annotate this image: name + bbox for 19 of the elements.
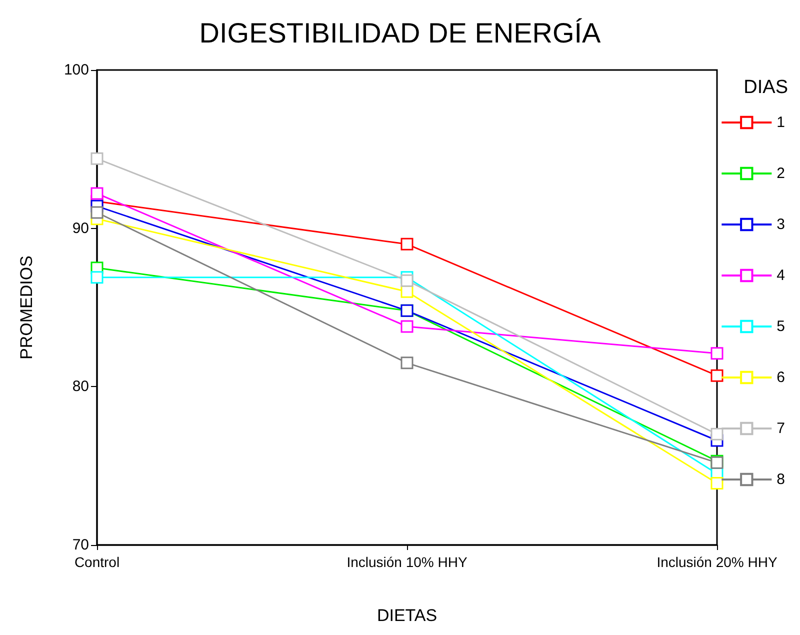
y-axis-title: PROMEDIOS [17,256,36,360]
y-tick-label: 100 [64,62,89,78]
legend-label: 1 [776,114,785,131]
legend-label: 6 [776,369,785,386]
y-tick-label: 80 [72,378,89,396]
legend-label: 2 [776,165,785,182]
x-axis-title: DIETAS [376,606,438,625]
legend-label: 7 [776,420,785,437]
legend-title: DIAS [744,77,788,98]
legend-label: 5 [776,318,785,335]
x-tick-label: Inclusión 10% HHY [346,554,468,570]
y-tick-label: 70 [72,536,89,554]
x-tick-label: Inclusión 20% HHY [656,554,778,570]
legend-label: 4 [776,267,785,284]
legend-label: 8 [776,471,785,488]
x-tick-label: Control [74,554,120,570]
y-tick-label: 90 [72,220,89,237]
chart-title: DIGESTIBILIDAD DE ENERGÍA [199,18,602,48]
legend-label: 3 [776,216,785,233]
